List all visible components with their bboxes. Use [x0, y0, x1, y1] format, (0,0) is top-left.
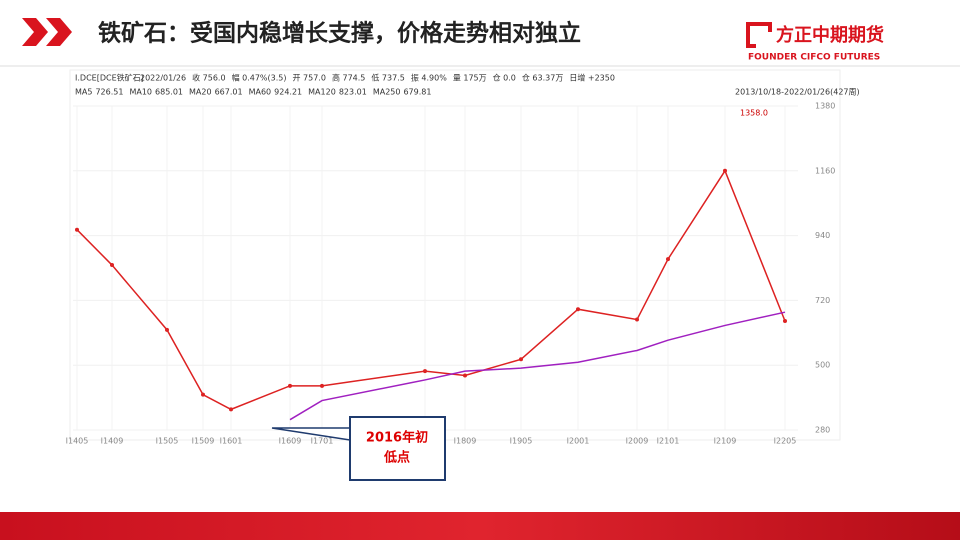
ma-name: MA120 [308, 88, 336, 97]
quote-item: 开 757.0 [292, 74, 325, 83]
x-tick-label: I2001 [567, 437, 590, 446]
quote-item: 仓 0.0 [493, 73, 516, 83]
quote-item: 低 737.5 [371, 73, 404, 83]
x-tick-label: I1809 [454, 437, 477, 446]
x-tick-label: I2101 [657, 437, 680, 446]
annotation: 2016年初 [366, 430, 428, 446]
ma-info: MA5 726.51 MA10 685.01 MA20 667.01 MA60 924.21 M… [75, 88, 431, 97]
x-tick-label: I1905 [510, 437, 533, 446]
x-tick-label: I1405 [66, 437, 89, 446]
logo-cn: 方正中期期货 [776, 24, 884, 46]
point [165, 327, 169, 332]
point [576, 307, 580, 312]
point [229, 407, 233, 412]
ma-value: 726.51 [95, 88, 123, 97]
ma-name: MA10 [129, 88, 152, 97]
x-tick-label: I1409 [101, 437, 124, 446]
x-tick-label: I1505 [156, 437, 179, 446]
symbol: I.DCE[DCE铁矿石] [75, 73, 144, 83]
ma-value: 679.81 [403, 88, 431, 97]
x-tick-label: I1509 [192, 437, 215, 446]
y-tick-label: 1380 [815, 102, 835, 111]
quote-item: 高 774.5 [332, 73, 365, 83]
annotation: 低点 [383, 450, 410, 466]
point [201, 392, 205, 397]
x-tick-label: I1601 [220, 437, 243, 446]
point [75, 227, 79, 232]
title-icon [22, 18, 72, 46]
quote-item: 日增 +2350 [569, 73, 615, 83]
quote-item: 振 4.90% [411, 73, 447, 83]
y-tick-label: 940 [815, 231, 830, 240]
x-tick-label: I1701 [311, 437, 334, 446]
logo: 方正中期期货 FOUNDER CIFCO FUTURES [746, 22, 884, 63]
ma-name: MA5 [75, 88, 92, 97]
quote-item: 幅 0.47%(3.5) [232, 73, 287, 83]
logo-en: FOUNDER CIFCO FUTURES [748, 53, 880, 63]
slide-title: 铁矿石：受国内稳增长支撑，价格走势相对独立 [98, 20, 581, 47]
point [519, 357, 523, 362]
ma-name: MA20 [189, 88, 212, 97]
callout: 2016年初 低点 [271, 416, 446, 481]
y-tick-label: 1160 [815, 166, 835, 175]
point [463, 373, 467, 378]
point [666, 257, 670, 262]
y-tick-label: 280 [815, 426, 830, 435]
ma-value: 667.01 [215, 88, 243, 97]
x-tick-label: I2109 [714, 437, 737, 446]
footer-band [0, 512, 960, 540]
range-label: 2013/10/18-2022/01/26(427周) [735, 88, 860, 97]
point [320, 383, 324, 388]
point [635, 317, 639, 322]
ma-value: 685.01 [155, 88, 183, 97]
ma-name: MA250 [373, 88, 401, 97]
y-tick-label: 720 [815, 296, 830, 305]
point [723, 168, 727, 173]
series-line [289, 311, 786, 421]
quote-item: 2022/01/26 [140, 74, 186, 83]
point [110, 263, 114, 268]
y-tick-label: 500 [815, 361, 830, 370]
point [288, 383, 292, 388]
x-tick-label: I2009 [626, 437, 649, 446]
point [783, 319, 787, 324]
point [423, 369, 427, 374]
max-label: 1358.0 [740, 109, 768, 118]
ma-name: MA60 [249, 88, 272, 97]
quote-info: 2022/01/26 收 756.0 幅 0.47%(3.5) 开 757.0 高 77… [140, 73, 615, 83]
x-tick-label: I1609 [279, 437, 302, 446]
quote-item: 收 756.0 [192, 73, 225, 83]
quote-item: 量 175万 [453, 74, 487, 83]
chart-frame [69, 69, 841, 441]
ma-value: 924.21 [274, 88, 302, 97]
quote-item: 仓 63.37万 [522, 73, 563, 83]
x-tick-label: I2205 [774, 437, 797, 446]
ma-value: 823.01 [339, 88, 367, 97]
